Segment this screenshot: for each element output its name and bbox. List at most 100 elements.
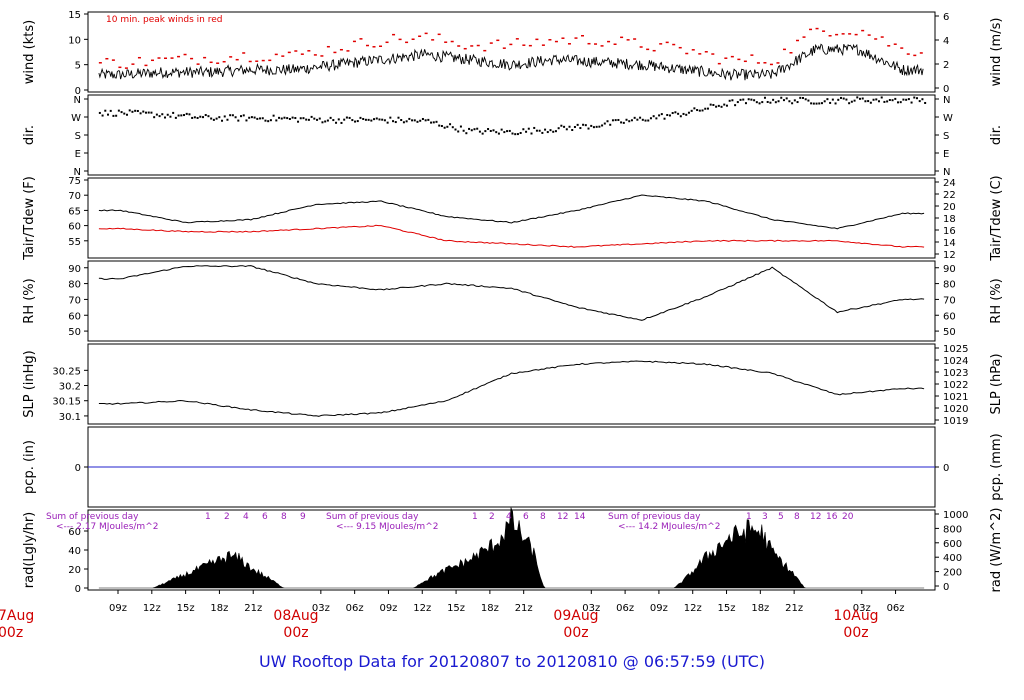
x-tick-label: 09z — [109, 603, 127, 614]
peak-point — [633, 38, 637, 40]
peak-point — [535, 38, 539, 41]
hour-mark: 5 — [778, 512, 784, 522]
y-label-right: rad (W/m^2) — [989, 508, 1004, 593]
direction-point — [655, 117, 658, 120]
direction-point — [587, 127, 590, 130]
daily-sum-label: Sum of previous day — [46, 512, 139, 522]
direction-point — [712, 103, 715, 106]
peak-point — [730, 55, 734, 58]
direction-point — [723, 103, 726, 106]
direction-point — [698, 109, 701, 112]
direction-point — [573, 125, 576, 128]
direction-point — [394, 121, 397, 124]
x-tick-label: 03z — [312, 603, 330, 614]
peak-point — [496, 39, 500, 42]
direction-point — [864, 100, 867, 103]
direction-point — [115, 114, 118, 117]
direction-point — [736, 101, 739, 104]
peak-point — [398, 38, 402, 41]
direction-point — [470, 129, 473, 132]
direction-point — [620, 121, 623, 124]
direction-point — [674, 111, 677, 114]
direction-point — [598, 125, 601, 128]
peak-point — [554, 40, 558, 43]
direction-point — [907, 98, 910, 101]
peak-point — [750, 54, 754, 56]
day-label-time: 00z — [563, 625, 588, 641]
direction-point — [533, 126, 536, 129]
direction-point — [234, 116, 237, 119]
x-tick-label: 18z — [481, 603, 499, 614]
direction-point — [297, 120, 300, 123]
direction-point — [117, 109, 120, 112]
peak-point — [854, 33, 858, 36]
direction-point — [918, 100, 921, 103]
series-wind — [98, 43, 924, 81]
peak-point — [359, 38, 363, 40]
direction-point — [497, 132, 500, 135]
hour-mark: 1 — [205, 512, 211, 522]
direction-point — [174, 116, 177, 119]
direction-point — [481, 132, 484, 135]
figure-title: UW Rooftop Data for 20120807 to 20120810… — [259, 652, 765, 671]
direction-point — [321, 121, 324, 124]
direction-point — [153, 116, 156, 119]
peak-point — [300, 53, 304, 55]
y-tick-label-right: 1021 — [943, 392, 968, 403]
y-tick-label-right: N — [943, 95, 950, 106]
y-tick-label-left: 55 — [68, 237, 81, 248]
peak-point — [789, 52, 793, 54]
peak-point — [157, 57, 161, 59]
peak-point — [724, 57, 728, 59]
direction-point — [389, 116, 392, 119]
peak-point — [144, 64, 148, 67]
direction-point — [544, 128, 547, 131]
direction-point — [758, 102, 761, 105]
y-tick-label-left: 30.15 — [52, 397, 81, 408]
direction-point — [326, 119, 329, 122]
peak-point — [164, 57, 168, 60]
direction-point — [378, 118, 381, 121]
y-tick-label-left: 0 — [75, 463, 81, 474]
direction-point — [652, 115, 655, 118]
y-tick-label-right: N — [943, 167, 950, 178]
y-label-right: wind (m/s) — [989, 18, 1004, 87]
daily-sum-label: Sum of previous day — [608, 512, 701, 522]
direction-point — [715, 105, 718, 108]
y-tick-label-right: 200 — [943, 568, 962, 579]
peak-point — [652, 49, 656, 52]
y-tick-label-right: 1023 — [943, 368, 968, 379]
direction-point — [763, 96, 766, 99]
y-tick-label-right: 22 — [943, 190, 956, 201]
daily-sum-label: Sum of previous day — [326, 512, 419, 522]
direction-point — [359, 116, 362, 119]
direction-point — [772, 98, 775, 101]
direction-point — [231, 114, 234, 117]
y-tick-label-right: 400 — [943, 553, 962, 564]
direction-point — [503, 131, 506, 134]
peak-point — [209, 61, 213, 64]
peak-point — [594, 43, 598, 45]
direction-point — [560, 124, 563, 127]
y-label-right: SLP (hPa) — [989, 353, 1004, 414]
direction-point — [867, 100, 870, 103]
direction-point — [104, 109, 107, 112]
hour-mark: 1 — [472, 512, 478, 522]
direction-point — [541, 131, 544, 134]
day-label-date: 7Aug — [0, 608, 34, 624]
direction-point — [633, 116, 636, 119]
y-tick-label-right: 20 — [943, 202, 956, 213]
peak-point — [170, 57, 174, 59]
panel-wind: wind (kts) wind (m/s) 0 5 10 15 0 2 4 6 10 min. pe… — [22, 10, 1004, 97]
panel-precip: pcp. (in) pcp. (mm) 0 0 — [22, 426, 1004, 508]
direction-point — [579, 127, 582, 130]
direction-point — [107, 113, 110, 116]
direction-point — [622, 121, 625, 124]
y-tick-label-left: 0 — [75, 584, 81, 595]
y-tick-label-left: 60 — [68, 222, 81, 233]
peak-point — [333, 51, 337, 54]
daily-sum-value: <--- 2.17 MJoules/m^2 — [56, 522, 158, 532]
direction-point — [345, 116, 348, 119]
direction-point — [492, 129, 495, 132]
